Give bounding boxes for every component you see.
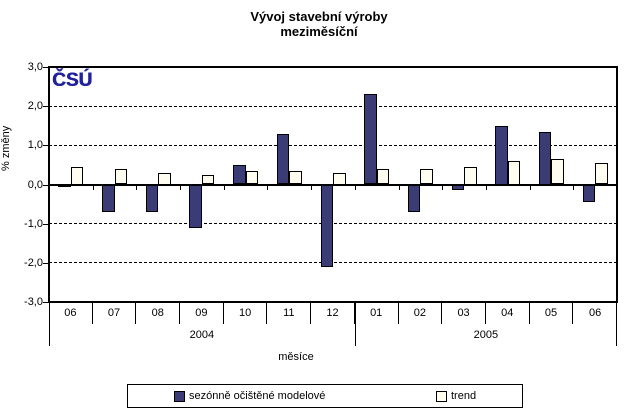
month-label-2004-11: 11 [267,302,312,324]
bar-trend-01 [376,168,390,185]
bar-seasonal-06 [582,184,596,203]
gridline--1 [49,223,617,225]
month-label-2004-07: 07 [93,302,137,324]
y-axis-label: 1,0 [27,139,43,152]
legend-box: sezónně očištěné modelové trend [127,384,523,408]
zero-axis-group-tick [267,185,269,190]
zero-axis-group-tick [442,185,444,190]
y-axis-tick [43,223,48,225]
legend-label-trend: trend [451,390,477,402]
y-axis-label: -3,0 [24,296,43,308]
gridline-1 [49,144,617,146]
bar-trend-07 [114,168,128,185]
x-axis-title: měsíce [278,351,314,363]
bar-seasonal-01 [364,94,377,185]
month-label-2005-03: 03 [442,302,486,324]
zero-axis-group-tick [529,185,531,190]
zero-axis-group-tick [223,185,225,190]
zero-axis-group-tick [485,185,487,190]
bar-trend-03 [464,166,477,185]
bar-seasonal-12 [320,184,333,267]
y-axis-tick [43,302,48,303]
bar-seasonal-10 [233,164,246,185]
axis-table-vline [616,302,617,346]
bar-trend-10 [245,170,259,185]
y-axis-tick [43,145,48,147]
csu-logo: ČSÚ [52,70,93,91]
zero-axis-line [49,183,617,186]
y-axis-label: -2,0 [24,256,43,269]
year-label-2005: 2005 [473,329,499,341]
y-axis-label: 2,0 [27,100,43,113]
month-label-2004-06: 06 [49,302,93,324]
month-label-2004-12: 12 [311,302,355,324]
month-label-2005-02: 02 [399,302,443,324]
legend-item-seasonal: sezónně očištěné modelové [174,385,325,407]
y-axis-tick [43,67,48,68]
axis-table-vline [354,302,356,346]
bar-trend-05 [551,159,564,185]
y-axis-label: 3,0 [27,61,43,73]
chart-title-block: Vývoj stavební výroby meziměsíční [0,9,638,39]
bar-trend-09 [201,174,215,185]
legend-swatch-seasonal [174,390,185,402]
bar-trend-12 [333,172,346,185]
bar-seasonal-08 [145,184,159,212]
bar-seasonal-02 [407,184,421,212]
y-axis-label: 0,0 [27,178,43,191]
y-axis-tick [43,184,48,186]
bar-trend-04 [507,161,521,185]
month-label-2005-06: 06 [589,307,602,319]
bar-trend-06 [595,162,608,185]
gridline-2 [49,105,617,107]
bar-trend-11 [289,170,302,185]
zero-axis-group-tick [398,185,400,190]
zero-axis-group-tick [136,185,138,190]
legend-swatch-trend [436,390,447,402]
bar-seasonal-11 [276,133,290,185]
month-label-2005-04: 04 [486,302,530,324]
axis-table-vline [49,302,50,346]
month-label-2005-01: 01 [355,302,399,324]
month-label-2004-10: 10 [224,302,268,324]
month-label-2004-08: 08 [136,302,181,324]
zero-axis-group-tick [354,185,356,190]
zero-axis-group-tick [180,185,182,190]
legend-label-seasonal: sezónně očištěné modelové [189,390,326,402]
bar-seasonal-03 [451,184,465,191]
bar-seasonal-04 [495,125,508,185]
year-label-2004: 2004 [189,329,215,341]
zero-axis-group-tick [573,185,575,190]
month-label-2004-09: 09 [180,302,224,324]
bar-trend-08 [158,172,171,185]
bar-seasonal-06 [58,184,71,187]
y-axis-label: -1,0 [24,217,43,230]
bar-trend-02 [420,168,433,185]
y-axis-tick [43,106,48,108]
gridline--2 [49,262,617,264]
bar-trend-06 [70,166,84,185]
chart-subtitle: meziměsíční [280,24,358,39]
bar-seasonal-07 [102,184,115,212]
bar-seasonal-05 [538,131,552,185]
zero-axis-group-tick [311,185,313,190]
legend-item-trend: trend [436,385,476,407]
bar-seasonal-09 [189,184,202,228]
chart-title: Vývoj stavební výroby [250,9,388,24]
y-axis-tick [43,262,48,264]
y-axis-title: % změny [0,125,12,171]
month-label-2005-05: 05 [530,302,574,324]
zero-axis-group-tick [92,185,94,190]
